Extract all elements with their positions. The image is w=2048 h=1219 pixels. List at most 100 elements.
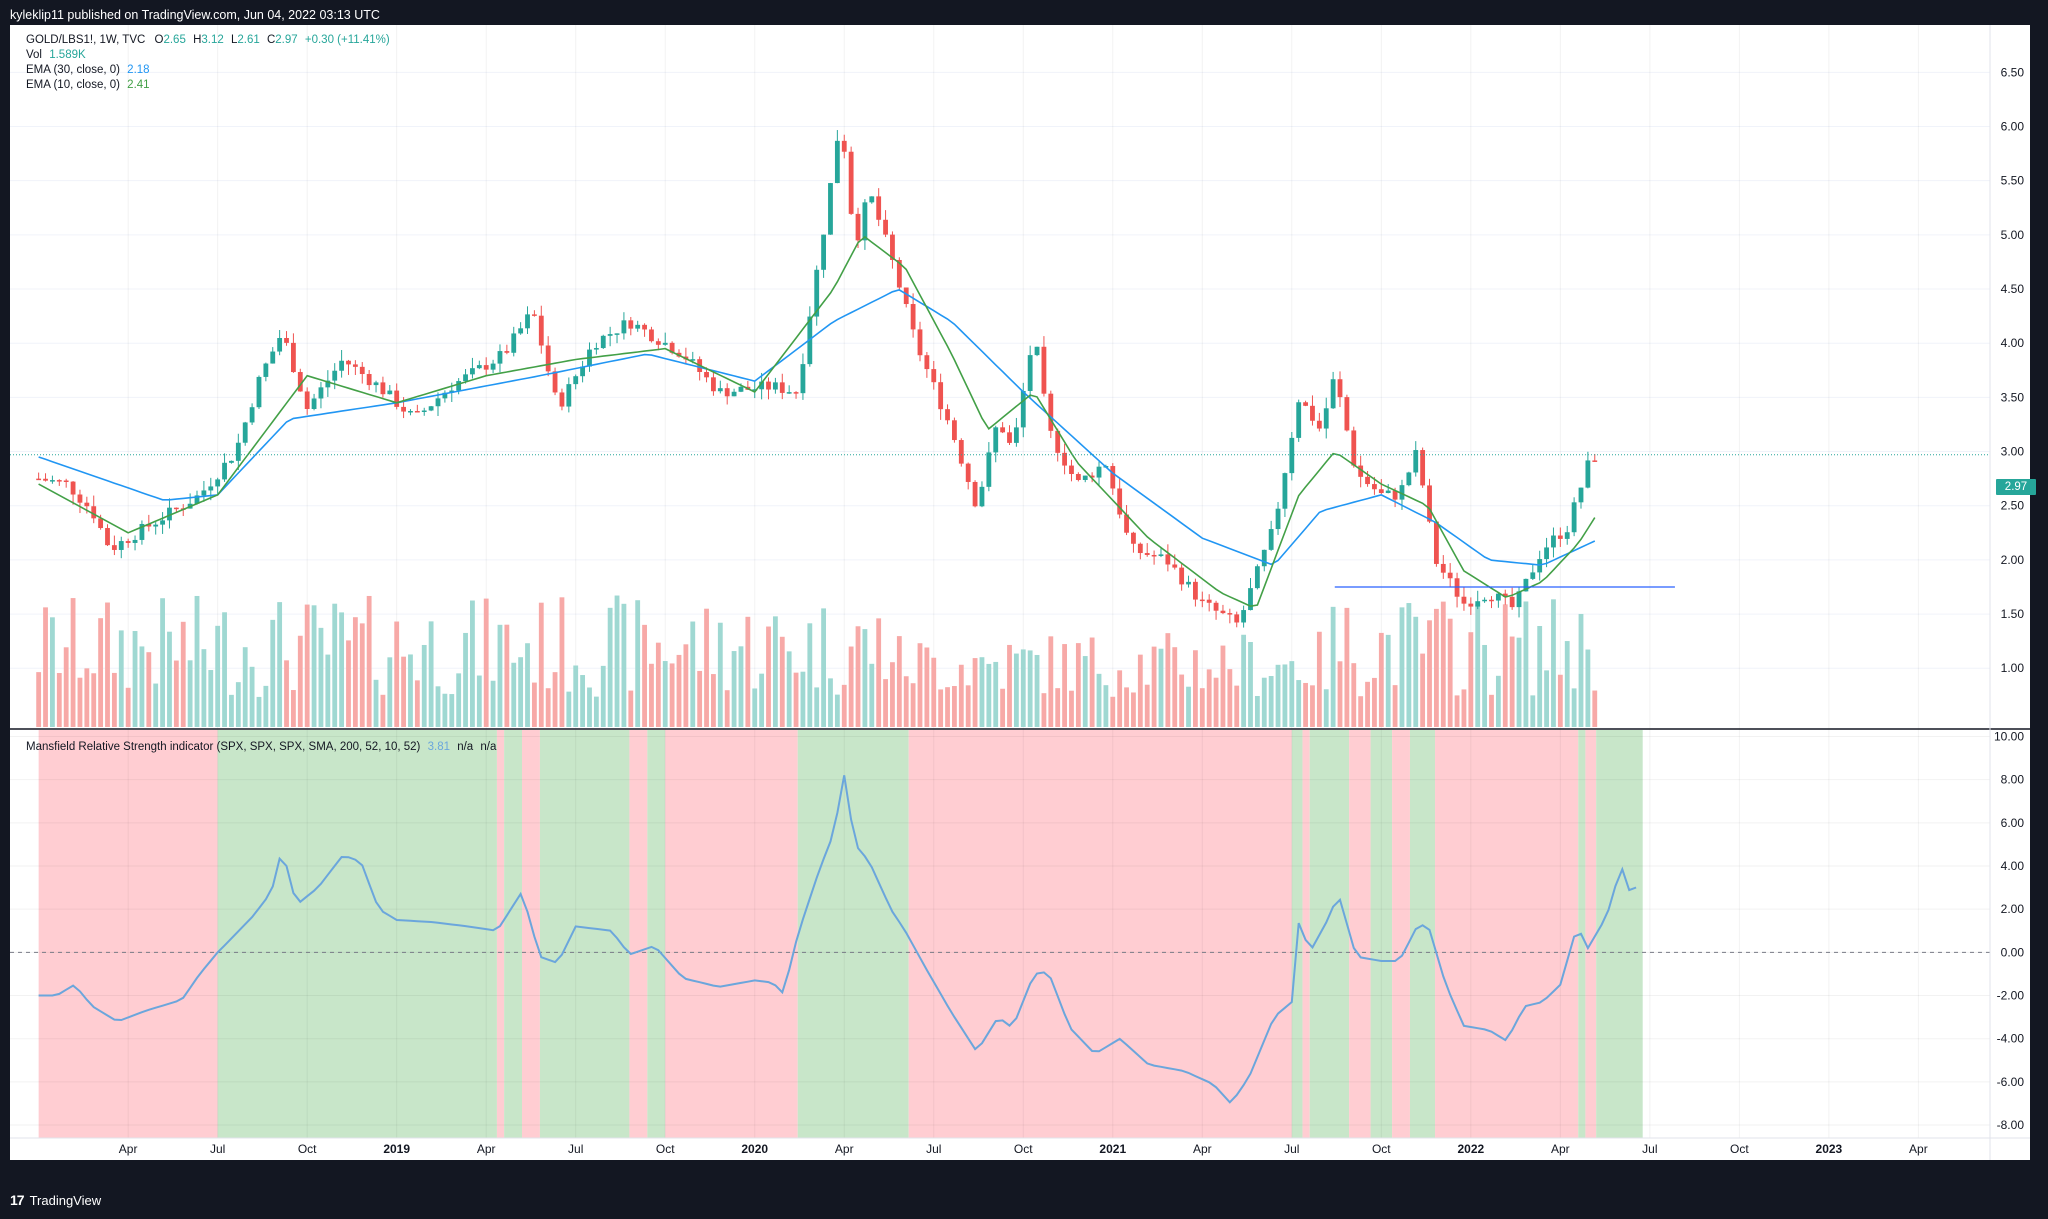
volume-bar bbox=[1179, 674, 1185, 727]
volume-bar bbox=[435, 686, 441, 727]
candle-body bbox=[1151, 554, 1157, 557]
candle-body bbox=[1530, 572, 1536, 579]
volume-bar bbox=[476, 675, 482, 727]
candle-body bbox=[876, 196, 882, 220]
candle-body bbox=[421, 410, 427, 412]
volume-bar bbox=[965, 685, 971, 727]
volume-bar bbox=[194, 595, 200, 727]
volume-bar bbox=[1337, 661, 1343, 727]
rs-regime-band-red bbox=[38, 730, 218, 1138]
candle-body bbox=[531, 314, 537, 316]
volume-bar bbox=[1213, 677, 1219, 727]
legend-mansfield-label: Mansfield Relative Strength indicator (S… bbox=[26, 741, 421, 753]
volume-bar bbox=[573, 665, 579, 727]
candle-body bbox=[167, 507, 172, 521]
volume-bar bbox=[1268, 676, 1274, 727]
volume-bar bbox=[1254, 695, 1260, 727]
volume-bar bbox=[1433, 608, 1439, 727]
candle-body bbox=[284, 338, 289, 343]
candle-body bbox=[1268, 529, 1274, 550]
volume-bar bbox=[1220, 645, 1226, 727]
candle-body bbox=[1213, 602, 1219, 611]
candle-body bbox=[1337, 379, 1343, 398]
candle-body bbox=[1027, 355, 1033, 391]
legend-low-value: 2.61 bbox=[237, 34, 260, 46]
volume-bar bbox=[1564, 641, 1570, 727]
volume-bar bbox=[304, 604, 310, 727]
candle-body bbox=[1378, 489, 1384, 494]
time-axis-label: Oct bbox=[298, 1142, 317, 1156]
time-axis-label: Jul bbox=[926, 1142, 941, 1156]
volume-bar bbox=[1069, 690, 1074, 727]
legend-ema10-row: EMA (10, close, 0) 2.41 bbox=[26, 79, 150, 91]
candle-body bbox=[1282, 473, 1288, 509]
volume-bar bbox=[1055, 688, 1061, 727]
volume-bar bbox=[731, 651, 737, 727]
last-price-badge: 2.97 bbox=[1996, 479, 2036, 495]
candle-body bbox=[883, 219, 888, 235]
candle-body bbox=[704, 371, 709, 378]
candle-body bbox=[91, 506, 97, 519]
candle-body bbox=[1261, 549, 1267, 567]
volume-bar bbox=[766, 626, 771, 727]
volume-bar bbox=[841, 684, 847, 727]
volume-bar bbox=[655, 642, 661, 727]
candle-body bbox=[346, 360, 351, 365]
volume-bar bbox=[373, 679, 379, 727]
volume-bar bbox=[593, 696, 599, 727]
volume-bar bbox=[346, 640, 351, 727]
candle-body bbox=[1358, 465, 1364, 477]
candle-body bbox=[77, 494, 83, 503]
volume-bar bbox=[938, 689, 944, 727]
legend-open-value: 2.65 bbox=[163, 34, 186, 46]
candle-body bbox=[1227, 613, 1233, 615]
candle-body bbox=[958, 440, 964, 464]
candle-body bbox=[118, 541, 124, 550]
volume-bar bbox=[1365, 681, 1370, 727]
candle-body bbox=[786, 392, 792, 394]
candle-body bbox=[1055, 430, 1061, 453]
rs-regime-band-green bbox=[797, 730, 909, 1138]
candle-body bbox=[394, 390, 400, 407]
volume-bar bbox=[669, 663, 675, 727]
candle-body bbox=[50, 480, 55, 482]
candle-body bbox=[1468, 603, 1474, 607]
price-axis-label: 4.00 bbox=[2001, 336, 2025, 350]
volume-bar bbox=[1316, 631, 1322, 727]
candle-body bbox=[1096, 466, 1102, 478]
candle-body bbox=[1034, 346, 1040, 356]
candle-body bbox=[173, 507, 179, 510]
legend-symbol: GOLD/LBS1!, 1W, TVC bbox=[26, 34, 146, 46]
volume-bar bbox=[910, 683, 916, 727]
volume-bar bbox=[1592, 690, 1598, 727]
volume-bar bbox=[504, 624, 510, 727]
volume-bar bbox=[1186, 686, 1191, 727]
rs-axis-label: 8.00 bbox=[2001, 773, 2025, 787]
candle-body bbox=[1234, 614, 1240, 623]
legend-mansfield-row: Mansfield Relative Strength indicator (S… bbox=[26, 741, 496, 753]
candle-body bbox=[242, 422, 248, 443]
volume-bar bbox=[1571, 688, 1577, 727]
time-axis-label: 2019 bbox=[383, 1142, 410, 1156]
price-axis-label: 1.50 bbox=[2001, 607, 2025, 621]
volume-bar bbox=[387, 657, 393, 727]
time-axis-label: Oct bbox=[1014, 1142, 1033, 1156]
chart-frame[interactable]: 6.50 6.00 5.50 5.00 4.50 4.00 3.50 3.00 2.50 2.00… bbox=[10, 25, 2036, 1160]
volume-bar bbox=[1027, 650, 1033, 727]
candle-body bbox=[979, 486, 985, 507]
chart-canvas[interactable]: 6.50 6.00 5.50 5.00 4.50 4.00 3.50 3.00 2.50 2.00… bbox=[10, 25, 2030, 1160]
legend-volume-row: Vol 1.589K bbox=[26, 49, 86, 61]
candle-body bbox=[525, 314, 530, 329]
candle-body bbox=[270, 351, 276, 364]
candle-body bbox=[593, 348, 599, 350]
volume-bar bbox=[70, 598, 76, 727]
candle-body bbox=[635, 324, 641, 329]
candle-body bbox=[208, 486, 214, 491]
volume-bar bbox=[676, 654, 682, 727]
volume-bar bbox=[1007, 644, 1012, 727]
volume-bar bbox=[1551, 599, 1556, 727]
candle-body bbox=[1385, 490, 1391, 494]
volume-bar bbox=[834, 694, 840, 727]
volume-bar bbox=[952, 686, 957, 727]
volume-bar bbox=[311, 605, 317, 727]
